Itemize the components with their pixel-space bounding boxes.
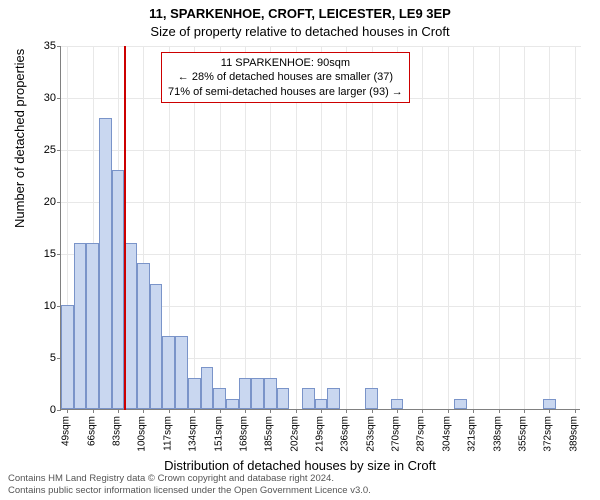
histogram-bar	[251, 378, 264, 409]
histogram-bar	[86, 243, 99, 409]
x-tick-label: 185sqm	[264, 416, 275, 452]
x-tick-label: 83sqm	[112, 416, 123, 446]
histogram-bar	[264, 378, 277, 409]
x-tick-label: 100sqm	[137, 416, 148, 452]
histogram-bar	[188, 378, 201, 409]
histogram-bar	[201, 367, 214, 409]
x-tick-label: 117sqm	[162, 416, 173, 451]
x-tick-label: 219sqm	[315, 416, 326, 452]
histogram-bar	[277, 388, 290, 409]
y-axis-label: Number of detached properties	[12, 49, 27, 228]
histogram-bar	[213, 388, 226, 409]
histogram-bar	[365, 388, 378, 409]
chart-title-1: 11, SPARKENHOE, CROFT, LEICESTER, LE9 3E…	[0, 6, 600, 21]
y-tick-label: 5	[50, 352, 56, 364]
y-tick-label: 0	[50, 404, 56, 416]
chart-title-2: Size of property relative to detached ho…	[0, 24, 600, 39]
plot-area: 11 SPARKENHOE: 90sqm← 28% of detached ho…	[60, 46, 580, 410]
histogram-bar	[315, 399, 328, 409]
annotation-callout: 11 SPARKENHOE: 90sqm← 28% of detached ho…	[161, 52, 410, 103]
y-tick-label: 20	[44, 196, 56, 208]
histogram-bar	[239, 378, 252, 409]
histogram-bar	[175, 336, 188, 409]
reference-line	[124, 46, 126, 410]
histogram-bar	[543, 399, 556, 409]
histogram-bar	[327, 388, 340, 409]
x-tick-label: 151sqm	[213, 416, 224, 452]
histogram-bar	[302, 388, 315, 409]
x-tick-label: 134sqm	[188, 416, 199, 452]
annot-line-2: ← 28% of detached houses are smaller (37…	[168, 70, 403, 84]
annot-line-3: 71% of semi-detached houses are larger (…	[168, 85, 403, 99]
histogram-bar	[226, 399, 239, 409]
histogram-bar	[99, 118, 112, 409]
y-tick-label: 35	[44, 40, 56, 52]
y-tick-label: 10	[44, 300, 56, 312]
x-tick-label: 355sqm	[517, 416, 528, 452]
y-tick-label: 30	[44, 92, 56, 104]
x-tick-label: 66sqm	[86, 416, 97, 446]
footer-line-2: Contains public sector information licen…	[8, 485, 371, 496]
x-axis-label: Distribution of detached houses by size …	[0, 458, 600, 473]
x-tick-label: 168sqm	[238, 416, 249, 452]
x-tick-label: 270sqm	[391, 416, 402, 452]
x-tick-label: 321sqm	[467, 416, 478, 452]
x-tick-label: 304sqm	[441, 416, 452, 452]
x-tick-label: 338sqm	[492, 416, 503, 452]
footer-attribution: Contains HM Land Registry data © Crown c…	[8, 473, 371, 496]
histogram-bar	[454, 399, 467, 409]
histogram-bar	[137, 263, 150, 409]
footer-line-1: Contains HM Land Registry data © Crown c…	[8, 473, 371, 484]
x-tick-label: 49sqm	[61, 416, 72, 446]
x-tick-label: 287sqm	[416, 416, 427, 452]
y-tick-label: 25	[44, 144, 56, 156]
x-tick-label: 253sqm	[365, 416, 376, 452]
annot-line-1: 11 SPARKENHOE: 90sqm	[168, 56, 403, 70]
x-tick-label: 202sqm	[289, 416, 300, 452]
histogram-bar	[112, 170, 125, 409]
x-tick-label: 372sqm	[543, 416, 554, 452]
histogram-bar	[150, 284, 163, 409]
x-tick-label: 389sqm	[568, 416, 579, 452]
histogram-bar	[61, 305, 74, 409]
x-tick-label: 236sqm	[340, 416, 351, 452]
histogram-bar	[74, 243, 87, 409]
histogram-bar	[162, 336, 175, 409]
histogram-bar	[391, 399, 404, 409]
y-tick-label: 15	[44, 248, 56, 260]
